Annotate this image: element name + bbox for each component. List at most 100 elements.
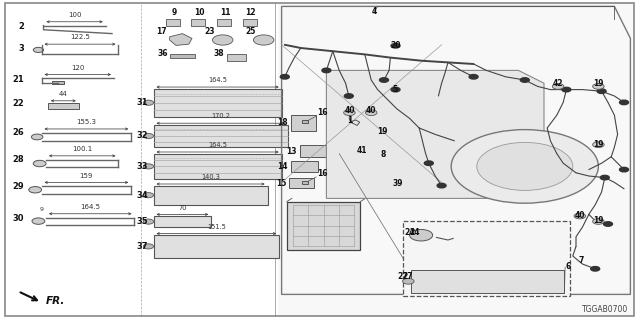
Text: 100.1: 100.1 [72,146,92,152]
Bar [243,19,257,26]
Text: 28: 28 [13,156,24,164]
Text: 140.3: 140.3 [201,174,220,180]
Text: 170.2: 170.2 [211,113,230,119]
Circle shape [31,134,43,140]
Circle shape [212,35,233,45]
Circle shape [33,160,46,167]
Circle shape [477,142,573,190]
Circle shape [593,84,604,89]
Bar [291,115,316,131]
Bar [289,178,314,188]
Text: 25: 25 [246,27,256,36]
Circle shape [591,267,600,271]
Bar [411,270,564,293]
Text: 120: 120 [71,65,84,71]
Circle shape [143,133,154,139]
Bar [170,54,195,58]
Text: 164.5: 164.5 [208,142,227,148]
Circle shape [32,218,45,224]
Text: 31: 31 [137,98,148,107]
Circle shape [344,94,353,98]
Text: 26: 26 [13,128,24,137]
Circle shape [253,35,274,45]
Circle shape [403,278,414,284]
Circle shape [620,100,628,105]
Text: 40: 40 [575,211,585,220]
Circle shape [380,78,388,82]
Text: 22: 22 [13,100,24,108]
Bar [291,161,318,172]
Circle shape [451,130,598,203]
Text: 8: 8 [380,150,385,159]
Text: 19: 19 [593,216,604,225]
Circle shape [143,164,154,169]
Polygon shape [326,70,544,198]
Polygon shape [170,34,192,45]
Circle shape [143,193,154,198]
Text: 15: 15 [276,179,286,188]
Text: 19: 19 [378,127,388,136]
Bar [48,103,79,109]
Text: 29: 29 [13,182,24,191]
Bar [227,54,246,61]
Bar [302,181,308,184]
Circle shape [593,142,604,148]
Text: 44: 44 [59,91,68,97]
Bar [154,154,282,179]
Text: 14: 14 [278,162,288,171]
Text: 33: 33 [137,162,148,171]
Circle shape [410,229,433,241]
Circle shape [344,110,355,116]
Bar [403,221,570,296]
Text: 19: 19 [593,79,604,88]
Text: 24: 24 [410,228,420,237]
Text: 36: 36 [157,49,168,58]
Text: 32: 32 [137,132,148,140]
Circle shape [437,183,446,188]
Text: 16: 16 [317,108,328,117]
Text: 41: 41 [357,146,367,155]
Text: 13: 13 [286,147,296,156]
Circle shape [29,187,42,193]
Bar [154,89,282,117]
Bar [154,235,279,258]
Circle shape [143,244,154,249]
Text: 40: 40 [344,106,355,115]
Text: TGGAB0700: TGGAB0700 [582,305,628,314]
Text: 11: 11 [220,8,230,17]
Text: 155.3: 155.3 [478,259,497,265]
Circle shape [143,100,154,105]
Text: 21: 21 [13,75,24,84]
Text: 16: 16 [317,169,328,178]
Text: 42: 42 [553,79,563,88]
Text: 12: 12 [246,8,256,17]
Text: 2: 2 [19,22,24,31]
Text: 39: 39 [393,179,403,188]
Bar [154,216,211,227]
Text: 100: 100 [68,12,81,18]
Circle shape [620,167,628,172]
Text: 40: 40 [366,106,376,115]
Circle shape [391,87,400,92]
Text: FR.: FR. [46,296,65,307]
Text: 23: 23 [205,27,215,36]
Text: 164.5: 164.5 [208,77,227,83]
Text: 38: 38 [213,49,224,58]
Text: 27: 27 [397,272,408,281]
Text: 3: 3 [19,44,24,53]
Text: 70: 70 [178,204,187,211]
Bar [287,202,360,250]
Text: 122.5: 122.5 [70,34,90,40]
Text: 151.5: 151.5 [207,224,226,230]
Circle shape [469,75,478,79]
Text: 155.3: 155.3 [76,119,97,125]
Text: 1: 1 [347,116,352,125]
Circle shape [562,87,571,92]
Text: 4: 4 [372,7,377,16]
Circle shape [280,75,289,79]
Text: 9: 9 [40,207,44,212]
Circle shape [391,44,400,48]
Text: 7: 7 [579,256,584,265]
Text: 17: 17 [156,27,166,36]
Text: 20: 20 [390,41,401,50]
